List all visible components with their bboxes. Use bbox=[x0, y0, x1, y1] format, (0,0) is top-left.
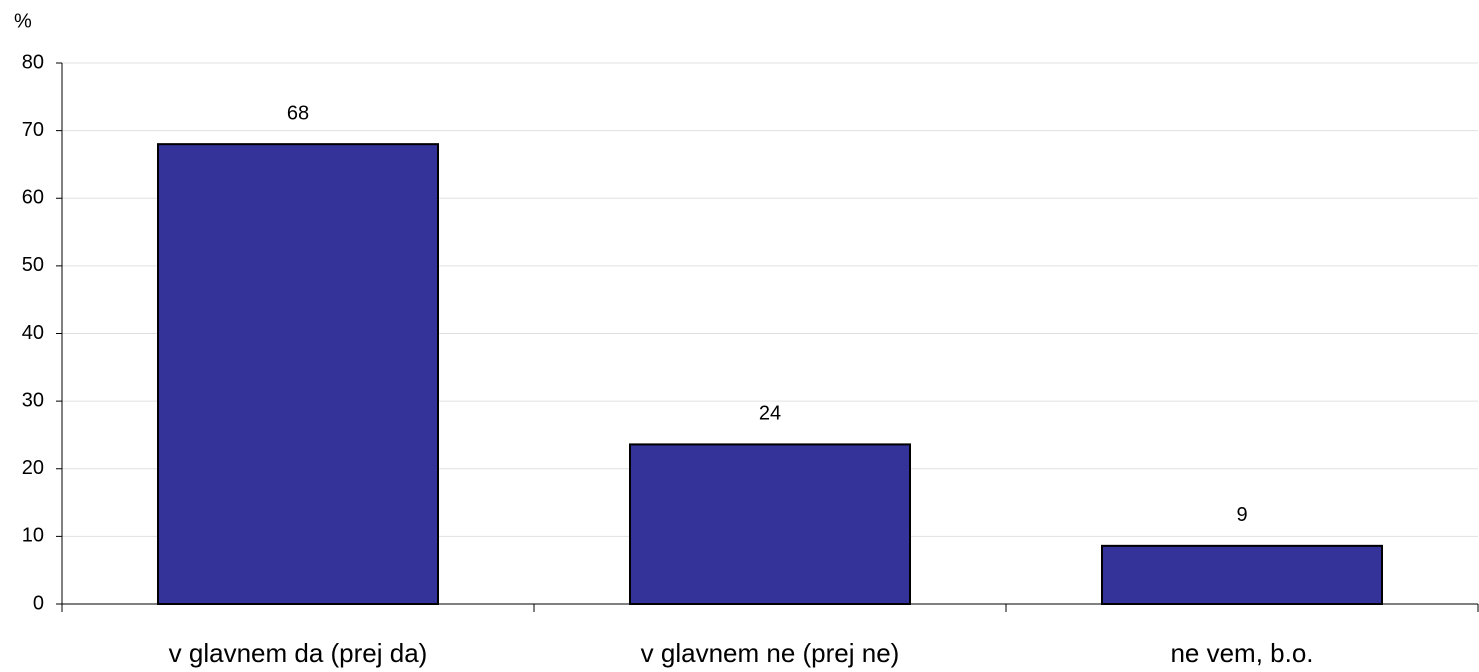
x-tick-label: ne vem, b.o. bbox=[1170, 638, 1313, 668]
bar bbox=[1101, 544, 1383, 606]
value-label: 68 bbox=[287, 102, 309, 124]
y-tick-label: 70 bbox=[22, 119, 44, 141]
y-tick-label: 50 bbox=[22, 254, 44, 276]
bar bbox=[157, 143, 439, 605]
x-tick-label: v glavnem da (prej da) bbox=[169, 638, 428, 668]
y-axis-label: % bbox=[14, 10, 32, 32]
bar bbox=[629, 443, 911, 605]
y-tick-label: 30 bbox=[22, 389, 44, 411]
x-tick-label: v glavnem ne (prej ne) bbox=[641, 638, 900, 668]
y-tick-label: 10 bbox=[22, 525, 44, 547]
value-label: 9 bbox=[1236, 504, 1247, 526]
value-label: 24 bbox=[759, 403, 781, 425]
y-tick-label: 40 bbox=[22, 322, 44, 344]
y-tick-label: 0 bbox=[33, 592, 44, 614]
y-tick-label: 60 bbox=[22, 187, 44, 209]
y-tick-label: 80 bbox=[22, 51, 44, 73]
y-tick-label: 20 bbox=[22, 457, 44, 479]
